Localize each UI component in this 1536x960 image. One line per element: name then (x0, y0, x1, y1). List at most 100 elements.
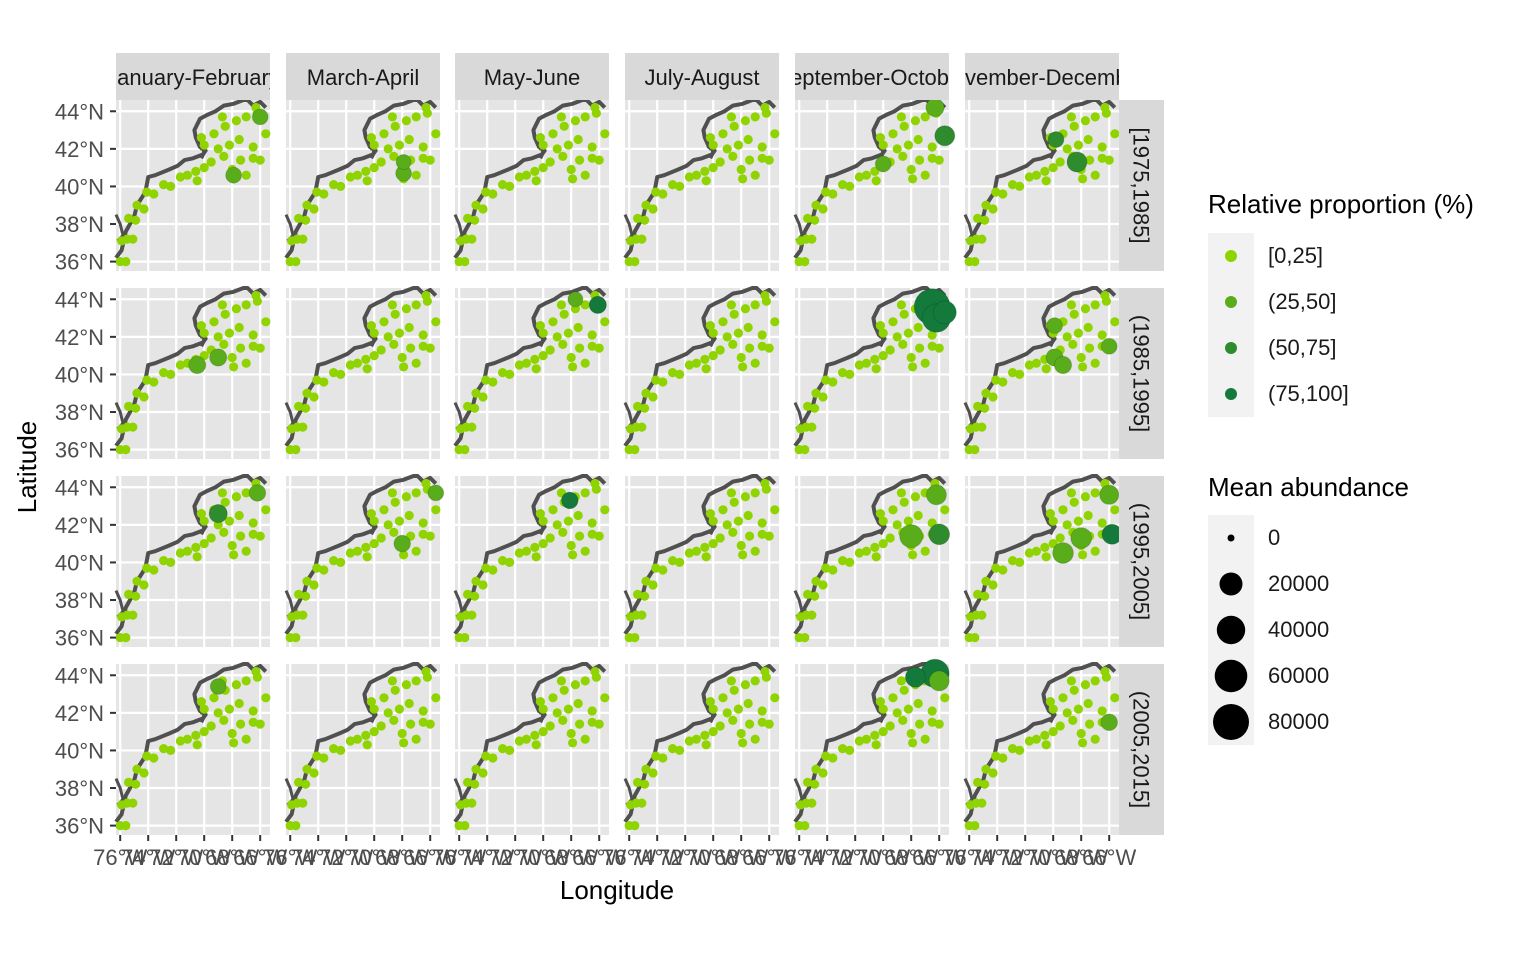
station-point (885, 721, 895, 731)
station-point (927, 706, 937, 716)
station-point (199, 163, 209, 173)
station-point (870, 354, 880, 364)
highlighted-station-point (251, 108, 269, 126)
station-point (261, 505, 271, 515)
station-point (970, 257, 980, 267)
station-point (736, 352, 746, 363)
station-point (1062, 520, 1072, 530)
station-point (1078, 362, 1088, 372)
station-point (728, 527, 738, 537)
station-point (740, 680, 750, 690)
station-point (234, 698, 244, 709)
station-point (236, 719, 246, 729)
station-point (213, 520, 223, 530)
station-point (236, 531, 246, 541)
station-point (481, 563, 491, 573)
station-point (927, 717, 937, 727)
legend-proportion-title: Relative proportion (%) (1208, 189, 1474, 219)
station-point (1078, 550, 1088, 560)
station-point (908, 550, 918, 560)
x-tick-label: 70°W (856, 845, 910, 870)
station-point (998, 753, 1008, 763)
station-point (294, 401, 304, 411)
station-point (757, 717, 767, 727)
station-point (570, 116, 580, 126)
station-point (219, 151, 229, 161)
station-point (743, 134, 753, 145)
station-point (977, 234, 987, 244)
station-point (298, 798, 308, 808)
station-point (875, 697, 885, 707)
station-point (206, 157, 216, 167)
station-point (1062, 144, 1072, 154)
station-point (558, 715, 568, 725)
station-point (728, 715, 738, 725)
station-point (1066, 676, 1076, 686)
station-point (1110, 693, 1120, 703)
station-point (708, 328, 718, 338)
station-point (498, 744, 508, 754)
station-point (481, 751, 491, 761)
station-point (648, 580, 658, 590)
station-point (648, 392, 658, 402)
station-point (336, 745, 346, 755)
y-axis-title: Latitude (12, 421, 42, 514)
station-point (132, 388, 142, 398)
station-point (406, 343, 416, 353)
station-point (294, 589, 304, 599)
station-point (404, 510, 414, 521)
station-point (128, 798, 138, 808)
station-point (229, 738, 239, 748)
station-point (675, 557, 685, 567)
station-point (142, 187, 152, 197)
map-panel-r1-c0 (114, 286, 271, 459)
coastline (963, 474, 1117, 635)
station-point (361, 542, 371, 552)
map-panel-r0-c3 (623, 98, 780, 271)
station-point (535, 321, 545, 331)
y-tick-label: 40°N (55, 738, 104, 763)
map-panel-r1-c1 (284, 286, 441, 459)
y-tick-label: 40°N (55, 174, 104, 199)
station-point (149, 377, 159, 387)
station-point (878, 727, 888, 737)
station-point (418, 330, 428, 340)
station-point (514, 548, 524, 558)
highlighted-station-point (248, 484, 267, 502)
station-point (875, 321, 885, 331)
station-point (637, 234, 647, 244)
x-tick-label: 70°W (177, 845, 231, 870)
highlighted-station-point (427, 484, 445, 502)
y-tick-label: 38°N (55, 776, 104, 801)
station-point (927, 341, 937, 351)
station-point (309, 768, 319, 778)
station-point (411, 300, 421, 310)
station-point (206, 533, 216, 543)
station-point (1110, 317, 1120, 327)
station-point (251, 666, 261, 677)
station-point (191, 166, 201, 176)
station-point (1024, 360, 1034, 370)
station-point (369, 140, 379, 150)
panel-grid (114, 97, 1123, 835)
station-point (927, 153, 937, 163)
station-point (128, 234, 138, 244)
station-point (991, 563, 1001, 573)
station-point (558, 339, 568, 349)
coastline (623, 286, 777, 447)
station-point (248, 518, 258, 528)
station-point (498, 556, 508, 566)
x-axis-title: Longitude (560, 875, 674, 905)
station-point (1040, 166, 1050, 176)
station-point (369, 539, 379, 549)
station-point (1097, 518, 1107, 528)
column-strip-bg (116, 53, 270, 100)
y-tick-label: 44°N (55, 99, 104, 124)
station-point (231, 680, 241, 690)
station-point (556, 676, 566, 686)
station-point (397, 352, 407, 363)
station-point (1048, 727, 1058, 737)
x-tick-label: 74°W (970, 845, 1024, 870)
station-point (478, 768, 488, 778)
station-point (908, 738, 918, 748)
